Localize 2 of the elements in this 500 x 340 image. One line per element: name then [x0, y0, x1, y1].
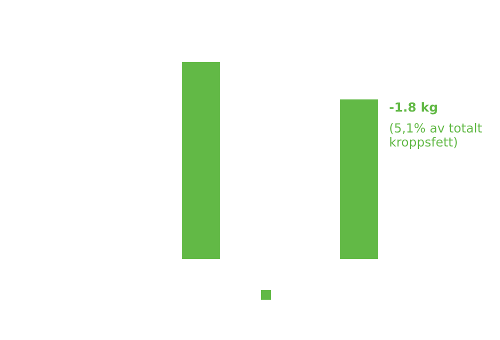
annotation: (5,1% av totalt kroppsfett)	[390, 122, 482, 150]
annotation: -1.8 kg	[390, 102, 437, 114]
